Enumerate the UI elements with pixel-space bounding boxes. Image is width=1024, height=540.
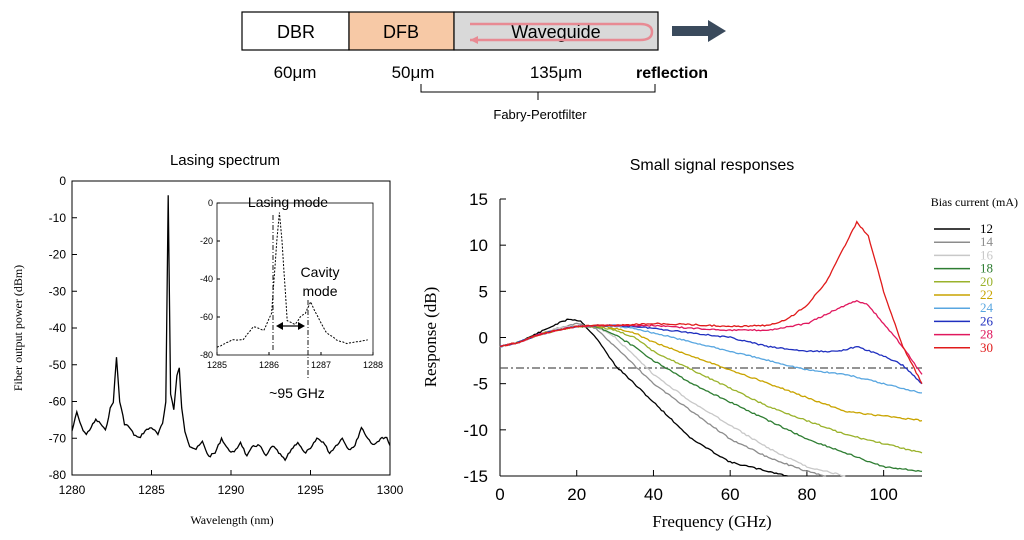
inset-xtick-label: 1285 xyxy=(207,360,227,370)
legend-label: 26 xyxy=(980,313,994,328)
chart1-xtick-label: 1290 xyxy=(218,483,245,497)
dfb-length: 50μm xyxy=(392,63,435,82)
inset-ytick-label: 0 xyxy=(208,198,213,208)
chart1-xtick-label: 1295 xyxy=(297,483,324,497)
inset-xtick-label: 1287 xyxy=(311,360,331,370)
chart1-title: Lasing spectrum xyxy=(170,152,280,169)
chart2-ytick-label: 5 xyxy=(479,282,488,301)
series-line-30mA xyxy=(499,220,923,385)
chart2-ytick-label: -15 xyxy=(463,467,488,486)
chart1-ytick-label: -70 xyxy=(49,431,67,445)
chart1-ytick-label: -80 xyxy=(49,468,67,482)
legend-label: 16 xyxy=(980,247,994,262)
reflection-label: reflection xyxy=(636,65,708,82)
chart2-ytick-label: 15 xyxy=(469,190,488,209)
chart2-title: Small signal responses xyxy=(630,157,795,174)
inset-xtick-label: 1286 xyxy=(259,360,279,370)
series-line-12mA xyxy=(499,318,788,477)
legend-label: 28 xyxy=(980,327,993,342)
legend-label: 18 xyxy=(980,261,993,276)
series-line-16mA xyxy=(499,325,846,477)
chart2-ylabel: Response (dB) xyxy=(421,287,440,388)
chart1-ytick-label: -20 xyxy=(49,248,67,262)
legend-label: 20 xyxy=(980,274,993,289)
chart1-xtick-label: 1280 xyxy=(59,483,86,497)
legend-label: 24 xyxy=(980,300,994,315)
inset-ytick-label: -80 xyxy=(200,350,213,360)
inset-series-line xyxy=(216,212,368,348)
reflection-arrow xyxy=(470,22,654,42)
dfb-label: DFB xyxy=(383,22,419,42)
small-signal-chart: Small signal responses 15 10 5 0 -5 -10 -15 0 2… xyxy=(421,157,1018,531)
legend-title: Bias current (mA) xyxy=(931,195,1018,209)
chart2-ytick-label: 10 xyxy=(469,236,488,255)
chart1-ytick-label: -50 xyxy=(49,358,67,372)
lasing-spectrum-chart: Lasing spectrum 0 -10 -20 -30 -40 -50 -60 -70 -8… xyxy=(11,152,404,527)
legend-label: 30 xyxy=(980,340,993,355)
cavity-mode-annotation-2: mode xyxy=(302,283,337,299)
chart2-xtick-label: 40 xyxy=(644,485,663,504)
waveguide-label: Waveguide xyxy=(511,22,600,42)
chart2-ytick-label: -10 xyxy=(463,421,488,440)
chart1-ytick-label: -60 xyxy=(49,395,67,409)
dbr-section xyxy=(241,11,350,51)
chart2-xtick-label: 0 xyxy=(495,485,504,504)
chart1-series-line xyxy=(71,195,391,462)
legend-label: 22 xyxy=(980,287,993,302)
device-diagram: DBR DFB Waveguide 60μm 50μm 135μm reflec… xyxy=(241,11,726,122)
filter-bracket xyxy=(420,84,656,100)
inset-background xyxy=(200,193,368,355)
legend-label: 12 xyxy=(980,221,993,236)
waveguide-section xyxy=(453,11,659,51)
dfb-section xyxy=(348,11,455,51)
dbr-length: 60μm xyxy=(274,63,317,82)
filter-label: Fabry-Perotfilter xyxy=(493,107,587,122)
series-line-26mA xyxy=(499,324,923,385)
chart1-ytick-label: -40 xyxy=(49,321,67,335)
inset-chart: 0 -20 -40 -60 -80 1285 1286 1287 1288 Lasing mo… xyxy=(200,193,383,401)
spacing-arrowhead-right xyxy=(298,322,305,330)
chart1-ytick-label: -30 xyxy=(49,284,67,298)
chart2-ytick-label: 0 xyxy=(479,329,488,348)
chart2-ytick-label: -5 xyxy=(473,375,488,394)
chart1-xtick-label: 1285 xyxy=(138,483,165,497)
inset-ytick-label: -40 xyxy=(200,274,213,284)
series-line-22mA xyxy=(499,324,923,422)
chart1-xtick-label: 1300 xyxy=(377,483,404,497)
chart1-xlabel: Wavelength (nm) xyxy=(190,513,273,527)
chart1-ytick-label: -10 xyxy=(49,211,67,225)
chart1-ytick-label: 0 xyxy=(59,174,66,188)
reflection-arrowhead xyxy=(470,36,478,44)
chart2-xtick-label: 80 xyxy=(797,485,816,504)
spacing-arrowhead-left xyxy=(276,322,283,330)
inset-xtick-label: 1288 xyxy=(363,360,383,370)
chart2-xlabel: Frequency (GHz) xyxy=(652,512,771,531)
chart1-ylabel: Fiber output power (dBm) xyxy=(11,265,25,391)
dbr-label: DBR xyxy=(277,22,315,42)
output-arrow-icon xyxy=(672,20,726,42)
lasing-mode-annotation: Lasing mode xyxy=(248,194,328,210)
inset-ytick-label: -60 xyxy=(200,312,213,322)
series-line-20mA xyxy=(499,325,923,454)
legend-label: 14 xyxy=(980,234,994,249)
chart2-xtick-label: 100 xyxy=(869,485,897,504)
inset-ytick-label: -20 xyxy=(200,236,213,246)
cavity-mode-annotation-1: Cavity xyxy=(301,264,340,280)
chart2-xtick-label: 60 xyxy=(721,485,740,504)
waveguide-length: 135μm xyxy=(530,63,582,82)
chart2-xtick-label: 20 xyxy=(567,485,586,504)
spacing-annotation: ~95 GHz xyxy=(269,385,325,401)
